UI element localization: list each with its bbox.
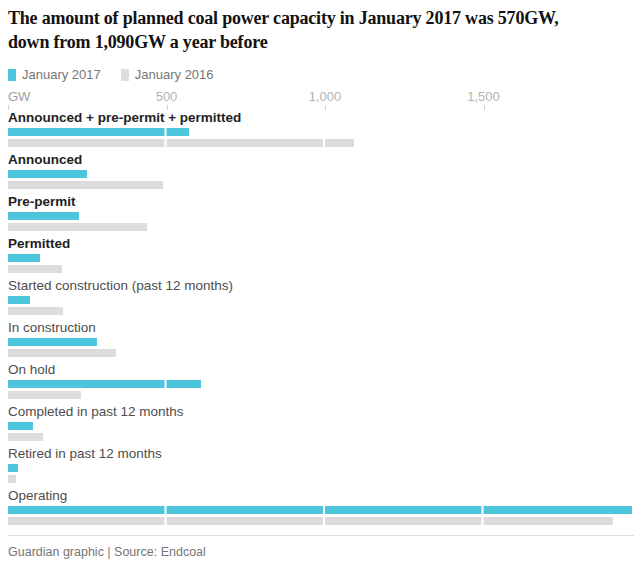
legend: January 2017 January 2016 — [8, 67, 642, 82]
axis-tick-label: 1,000 — [309, 89, 342, 104]
category-label: Permitted — [8, 237, 642, 251]
axis-tick-mark-zero — [8, 105, 9, 110]
legend-item-january-2017: January 2017 — [8, 67, 101, 82]
bar-january-2016 — [8, 181, 163, 189]
axis-tick-label: 1,500 — [467, 89, 500, 104]
legend-swatch-january-2017-icon — [8, 69, 16, 81]
legend-item-january-2016: January 2016 — [121, 67, 214, 82]
axis-tick-label: 500 — [156, 89, 178, 104]
bar-january-2017 — [8, 380, 201, 388]
chart-row: In construction — [8, 321, 642, 357]
bar-january-2017 — [8, 296, 30, 304]
category-label: Pre-permit — [8, 195, 642, 209]
axis-tick-mark — [167, 105, 168, 110]
source-credit: Guardian graphic | Source: Endcoal — [8, 535, 634, 559]
bar-january-2017 — [8, 212, 79, 220]
legend-label-january-2017: January 2017 — [22, 67, 101, 82]
plot-rows: Announced + pre-permit + permitted Annou… — [8, 111, 642, 525]
bar-january-2016 — [8, 391, 81, 399]
chart-row: Operating — [8, 489, 642, 525]
chart-row: Announced — [8, 153, 642, 189]
chart-row: Started construction (past 12 months) — [8, 279, 642, 315]
category-label: Completed in past 12 months — [8, 405, 642, 419]
axis-tick-mark — [325, 105, 326, 110]
bar-january-2016 — [8, 265, 62, 273]
category-label: Announced — [8, 153, 642, 167]
chart-row: Completed in past 12 months — [8, 405, 642, 441]
chart-row: On hold — [8, 363, 642, 399]
bar-january-2016 — [8, 223, 147, 231]
chart-row: Announced + pre-permit + permitted — [8, 111, 642, 147]
axis-tick-mark — [484, 105, 485, 110]
bar-january-2016 — [8, 307, 63, 315]
category-label: Announced + pre-permit + permitted — [8, 111, 642, 125]
bar-january-2017 — [8, 254, 40, 262]
bar-january-2016 — [8, 517, 613, 525]
x-axis: GW 500 1,000 1,500 — [8, 89, 642, 110]
category-label: Started construction (past 12 months) — [8, 279, 642, 293]
chart-row: Permitted — [8, 237, 642, 273]
bar-january-2017 — [8, 170, 87, 178]
axis-unit-label: GW — [8, 89, 30, 104]
chart-title: The amount of planned coal power capacit… — [8, 6, 642, 54]
chart-row: Pre-permit — [8, 195, 642, 231]
bar-january-2016 — [8, 349, 116, 357]
category-label: On hold — [8, 363, 642, 377]
category-label: Operating — [8, 489, 642, 503]
chart-row: Retired in past 12 months — [8, 447, 642, 483]
chart-title-line-2: down from 1,090GW a year before — [8, 30, 642, 54]
bar-january-2017 — [8, 128, 189, 136]
chart-title-line-1: The amount of planned coal power capacit… — [8, 6, 642, 30]
bar-january-2017 — [8, 422, 33, 430]
bar-january-2016 — [8, 433, 43, 441]
bar-january-2017 — [8, 338, 97, 346]
category-label: In construction — [8, 321, 642, 335]
bar-january-2016 — [8, 475, 16, 483]
legend-label-january-2016: January 2016 — [135, 67, 214, 82]
bar-january-2017 — [8, 464, 18, 472]
category-label: Retired in past 12 months — [8, 447, 642, 461]
bar-january-2016 — [8, 139, 354, 147]
legend-swatch-january-2016-icon — [121, 69, 129, 81]
bar-january-2017 — [8, 506, 632, 514]
chart-container: The amount of planned coal power capacit… — [0, 0, 642, 559]
